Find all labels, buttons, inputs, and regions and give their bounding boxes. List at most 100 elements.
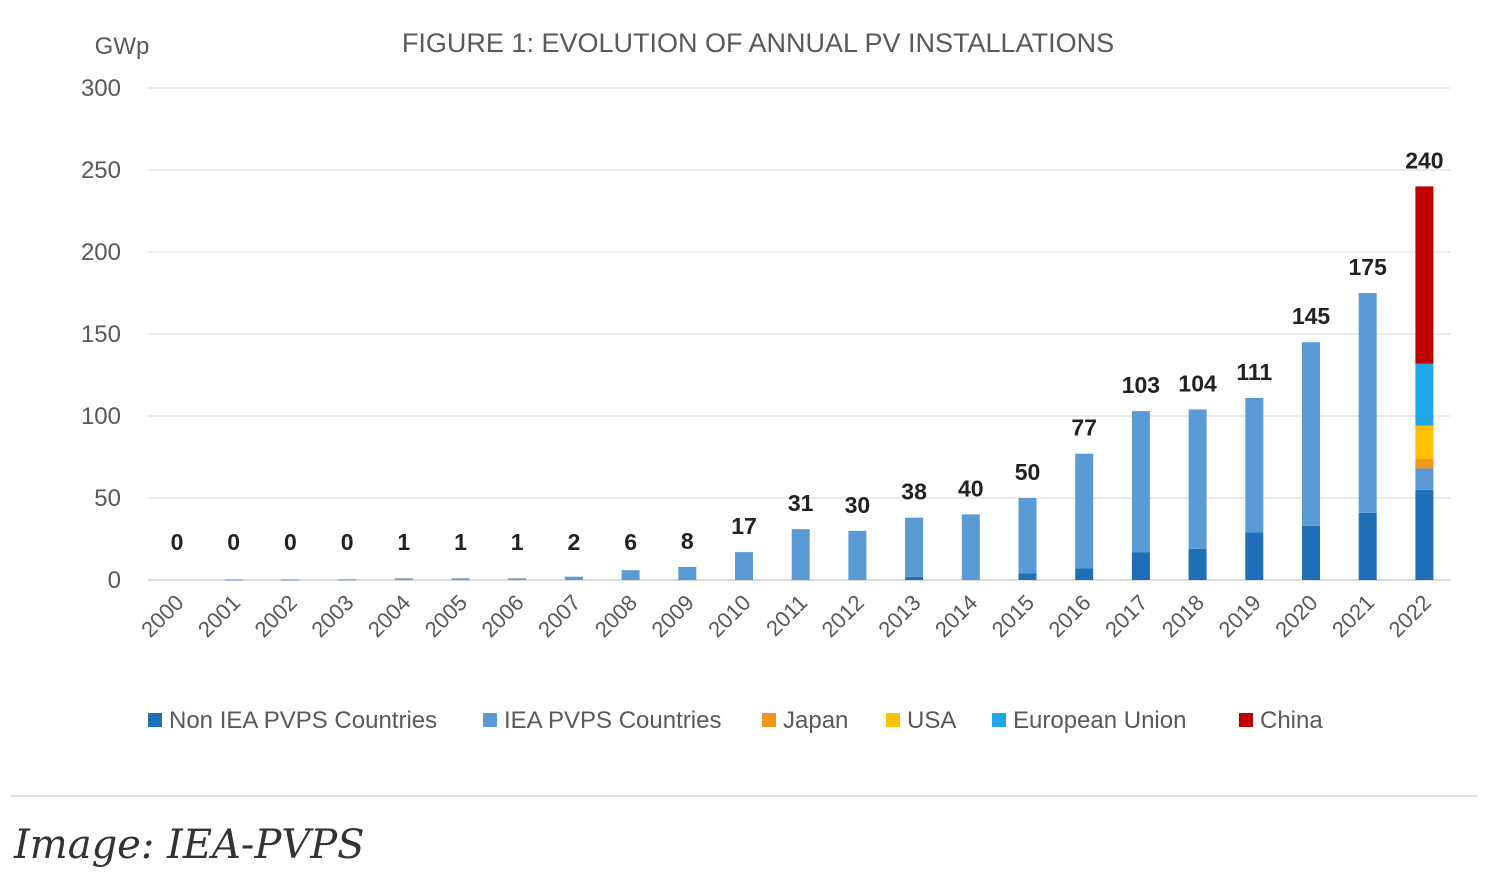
x-tick-label: 2010 — [703, 590, 755, 642]
bar-segment — [1358, 512, 1377, 580]
x-tick-label: 2011 — [761, 590, 812, 641]
y-tick-label: 200 — [81, 239, 121, 266]
bar-total-label: 1 — [454, 529, 467, 555]
bar-segment — [735, 552, 753, 580]
bar-segment — [678, 566, 697, 580]
x-tick-label: 2017 — [1100, 590, 1152, 642]
bar-segment — [1245, 397, 1264, 533]
bar-total-label: 6 — [624, 529, 637, 555]
bar-segment — [224, 579, 243, 581]
x-tick-label: 2006 — [476, 590, 528, 642]
bar-total-label: 175 — [1349, 254, 1388, 280]
x-tick-label: 2014 — [930, 590, 982, 642]
legend-label: Japan — [783, 707, 848, 734]
bar-segment — [1245, 532, 1264, 580]
y-axis-ticks: 0 50 100 150 200 250 300 — [81, 75, 121, 594]
x-tick-label: 2016 — [1043, 590, 1095, 642]
legend-swatch — [886, 713, 900, 727]
bar-total-label: 50 — [1015, 459, 1041, 485]
bar-total-label: 2 — [568, 529, 581, 555]
bar-total-label: 38 — [901, 479, 927, 505]
bar-total-label: 240 — [1405, 147, 1443, 173]
bar-segment — [1415, 363, 1434, 426]
bar-total-label: 0 — [284, 529, 297, 555]
bar-segment — [791, 529, 810, 580]
x-tick-label: 2004 — [363, 590, 415, 642]
bars — [224, 186, 1434, 581]
gridlines — [148, 87, 1450, 581]
bar-segment — [1415, 425, 1434, 459]
bar-segment — [621, 570, 640, 580]
bar-segment — [281, 579, 300, 581]
legend-swatch — [148, 713, 162, 727]
bar-segment — [1131, 552, 1150, 580]
bar-total-label: 1 — [397, 529, 410, 555]
legend: Non IEA PVPS Countries IEA PVPS Countries… — [148, 707, 1323, 734]
bar-total-label: 145 — [1292, 303, 1331, 329]
x-tick-label: 2009 — [647, 590, 699, 642]
x-tick-label: 2021 — [1327, 590, 1379, 642]
bar-total-label: 77 — [1071, 415, 1097, 441]
y-tick-label: 100 — [81, 403, 121, 430]
bar-segment — [1302, 342, 1320, 526]
x-tick-label: 2000 — [136, 590, 188, 642]
y-axis-unit-label: GWp — [95, 33, 150, 60]
chart-title: FIGURE 1: EVOLUTION OF ANNUAL PV INSTALL… — [402, 28, 1114, 58]
bar-total-label: 0 — [171, 529, 184, 555]
x-tick-label: 2002 — [250, 590, 302, 642]
x-tick-label: 2019 — [1214, 590, 1266, 642]
y-tick-label: 250 — [81, 157, 121, 184]
bar-segment — [1075, 453, 1094, 569]
legend-item: Non IEA PVPS Countries — [148, 707, 437, 734]
bar-segment — [1415, 489, 1434, 580]
legend-swatch — [992, 713, 1006, 727]
legend-item: USA — [886, 707, 956, 734]
bar-segment — [338, 579, 357, 581]
bar-segment — [1415, 458, 1434, 469]
bar-segment — [508, 578, 527, 580]
bar-total-label: 31 — [788, 490, 814, 516]
image-caption: Image: IEA-PVPS — [13, 822, 365, 868]
bar-segment — [848, 530, 867, 580]
bar-segment — [451, 578, 470, 580]
bar-total-label: 40 — [958, 475, 984, 501]
x-axis-ticks: 2000 2001 2002 2003 2004 2005 2006 2007 2008 2009… — [136, 590, 1436, 642]
bar-total-label: 103 — [1122, 372, 1160, 398]
x-tick-label: 2018 — [1157, 590, 1209, 642]
bar-segment — [1358, 293, 1377, 513]
y-tick-label: 300 — [81, 75, 121, 102]
bar-total-label: 30 — [845, 492, 871, 518]
x-tick-label: 2013 — [873, 590, 925, 642]
y-tick-label: 150 — [81, 321, 121, 348]
legend-label: USA — [907, 707, 956, 734]
legend-swatch — [762, 713, 776, 727]
bar-segment — [1075, 568, 1094, 580]
bar-segment — [1302, 525, 1320, 580]
bar-total-label: 8 — [681, 528, 694, 554]
bar-segment — [394, 578, 413, 580]
x-tick-label: 2012 — [817, 590, 869, 642]
bar-segment — [961, 514, 980, 580]
legend-label: China — [1260, 707, 1323, 734]
x-tick-label: 2015 — [987, 590, 1039, 642]
bar-segment — [905, 576, 924, 580]
bar-segment — [1188, 548, 1207, 580]
bar-segment — [1415, 468, 1434, 490]
legend-swatch — [1239, 713, 1253, 727]
bar-total-label: 111 — [1236, 359, 1272, 385]
bar-segment — [905, 517, 924, 577]
legend-label: Non IEA PVPS Countries — [169, 707, 437, 734]
legend-label: IEA PVPS Countries — [504, 707, 721, 734]
bar-total-label: 0 — [227, 529, 240, 555]
bar-total-label: 0 — [341, 529, 354, 555]
bar-total-label: 104 — [1178, 370, 1217, 396]
bar-total-label: 1 — [511, 529, 524, 555]
x-tick-label: 2020 — [1270, 590, 1322, 642]
x-tick-label: 2001 — [193, 590, 245, 642]
y-tick-label: 50 — [94, 485, 121, 512]
bar-segment — [564, 576, 583, 580]
x-tick-label: 2022 — [1384, 590, 1436, 642]
legend-swatch — [483, 713, 497, 727]
x-tick-label: 2003 — [306, 590, 358, 642]
